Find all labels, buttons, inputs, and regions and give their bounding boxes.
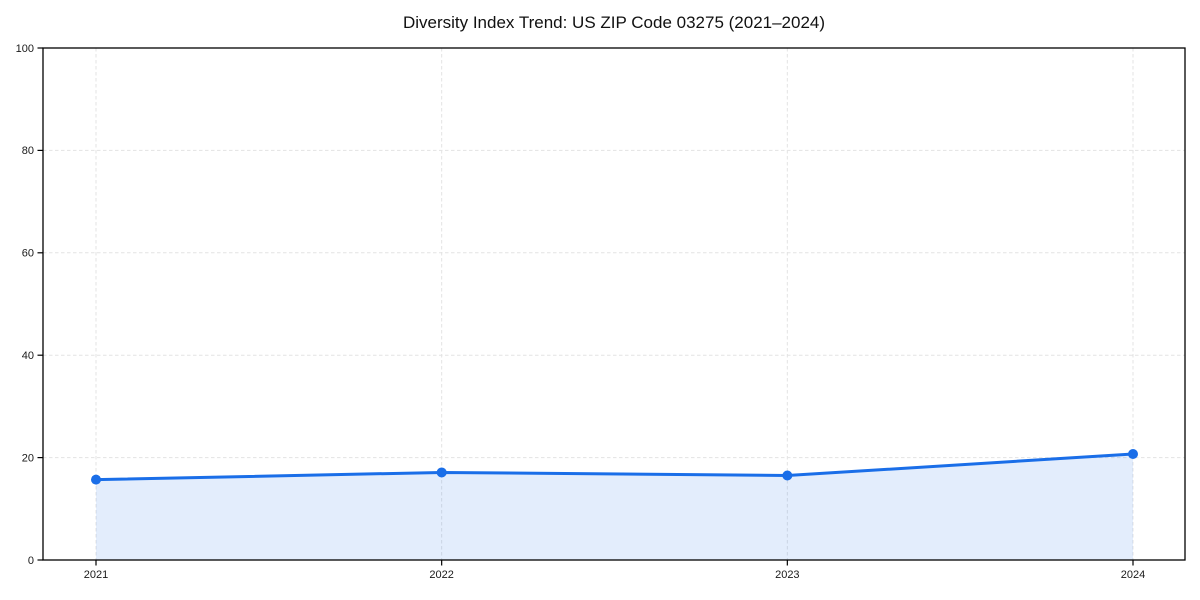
trend-line [94,452,1135,482]
x-tick-label: 2024 [1121,569,1145,581]
x-tick-label: 2023 [775,569,799,581]
area-fill [96,454,1133,560]
data-point-2023 [782,470,793,481]
data-point-2022 [436,467,447,478]
y-tick-label: 0 [28,555,34,567]
y-tick-label: 100 [16,43,34,55]
y-tick-label: 80 [22,145,34,157]
data-point-2021 [91,474,101,485]
y-tick-label: 60 [22,248,34,260]
plot-border [42,47,1186,561]
x-tick-label: 2022 [429,569,453,581]
chart-title: Diversity Index Trend: US ZIP Code 03275… [402,13,826,32]
x-tick-label: 2021 [84,569,108,581]
data-point-2024 [1128,449,1138,460]
y-tick-label: 40 [22,350,34,362]
y-tick-label: 20 [22,452,34,464]
